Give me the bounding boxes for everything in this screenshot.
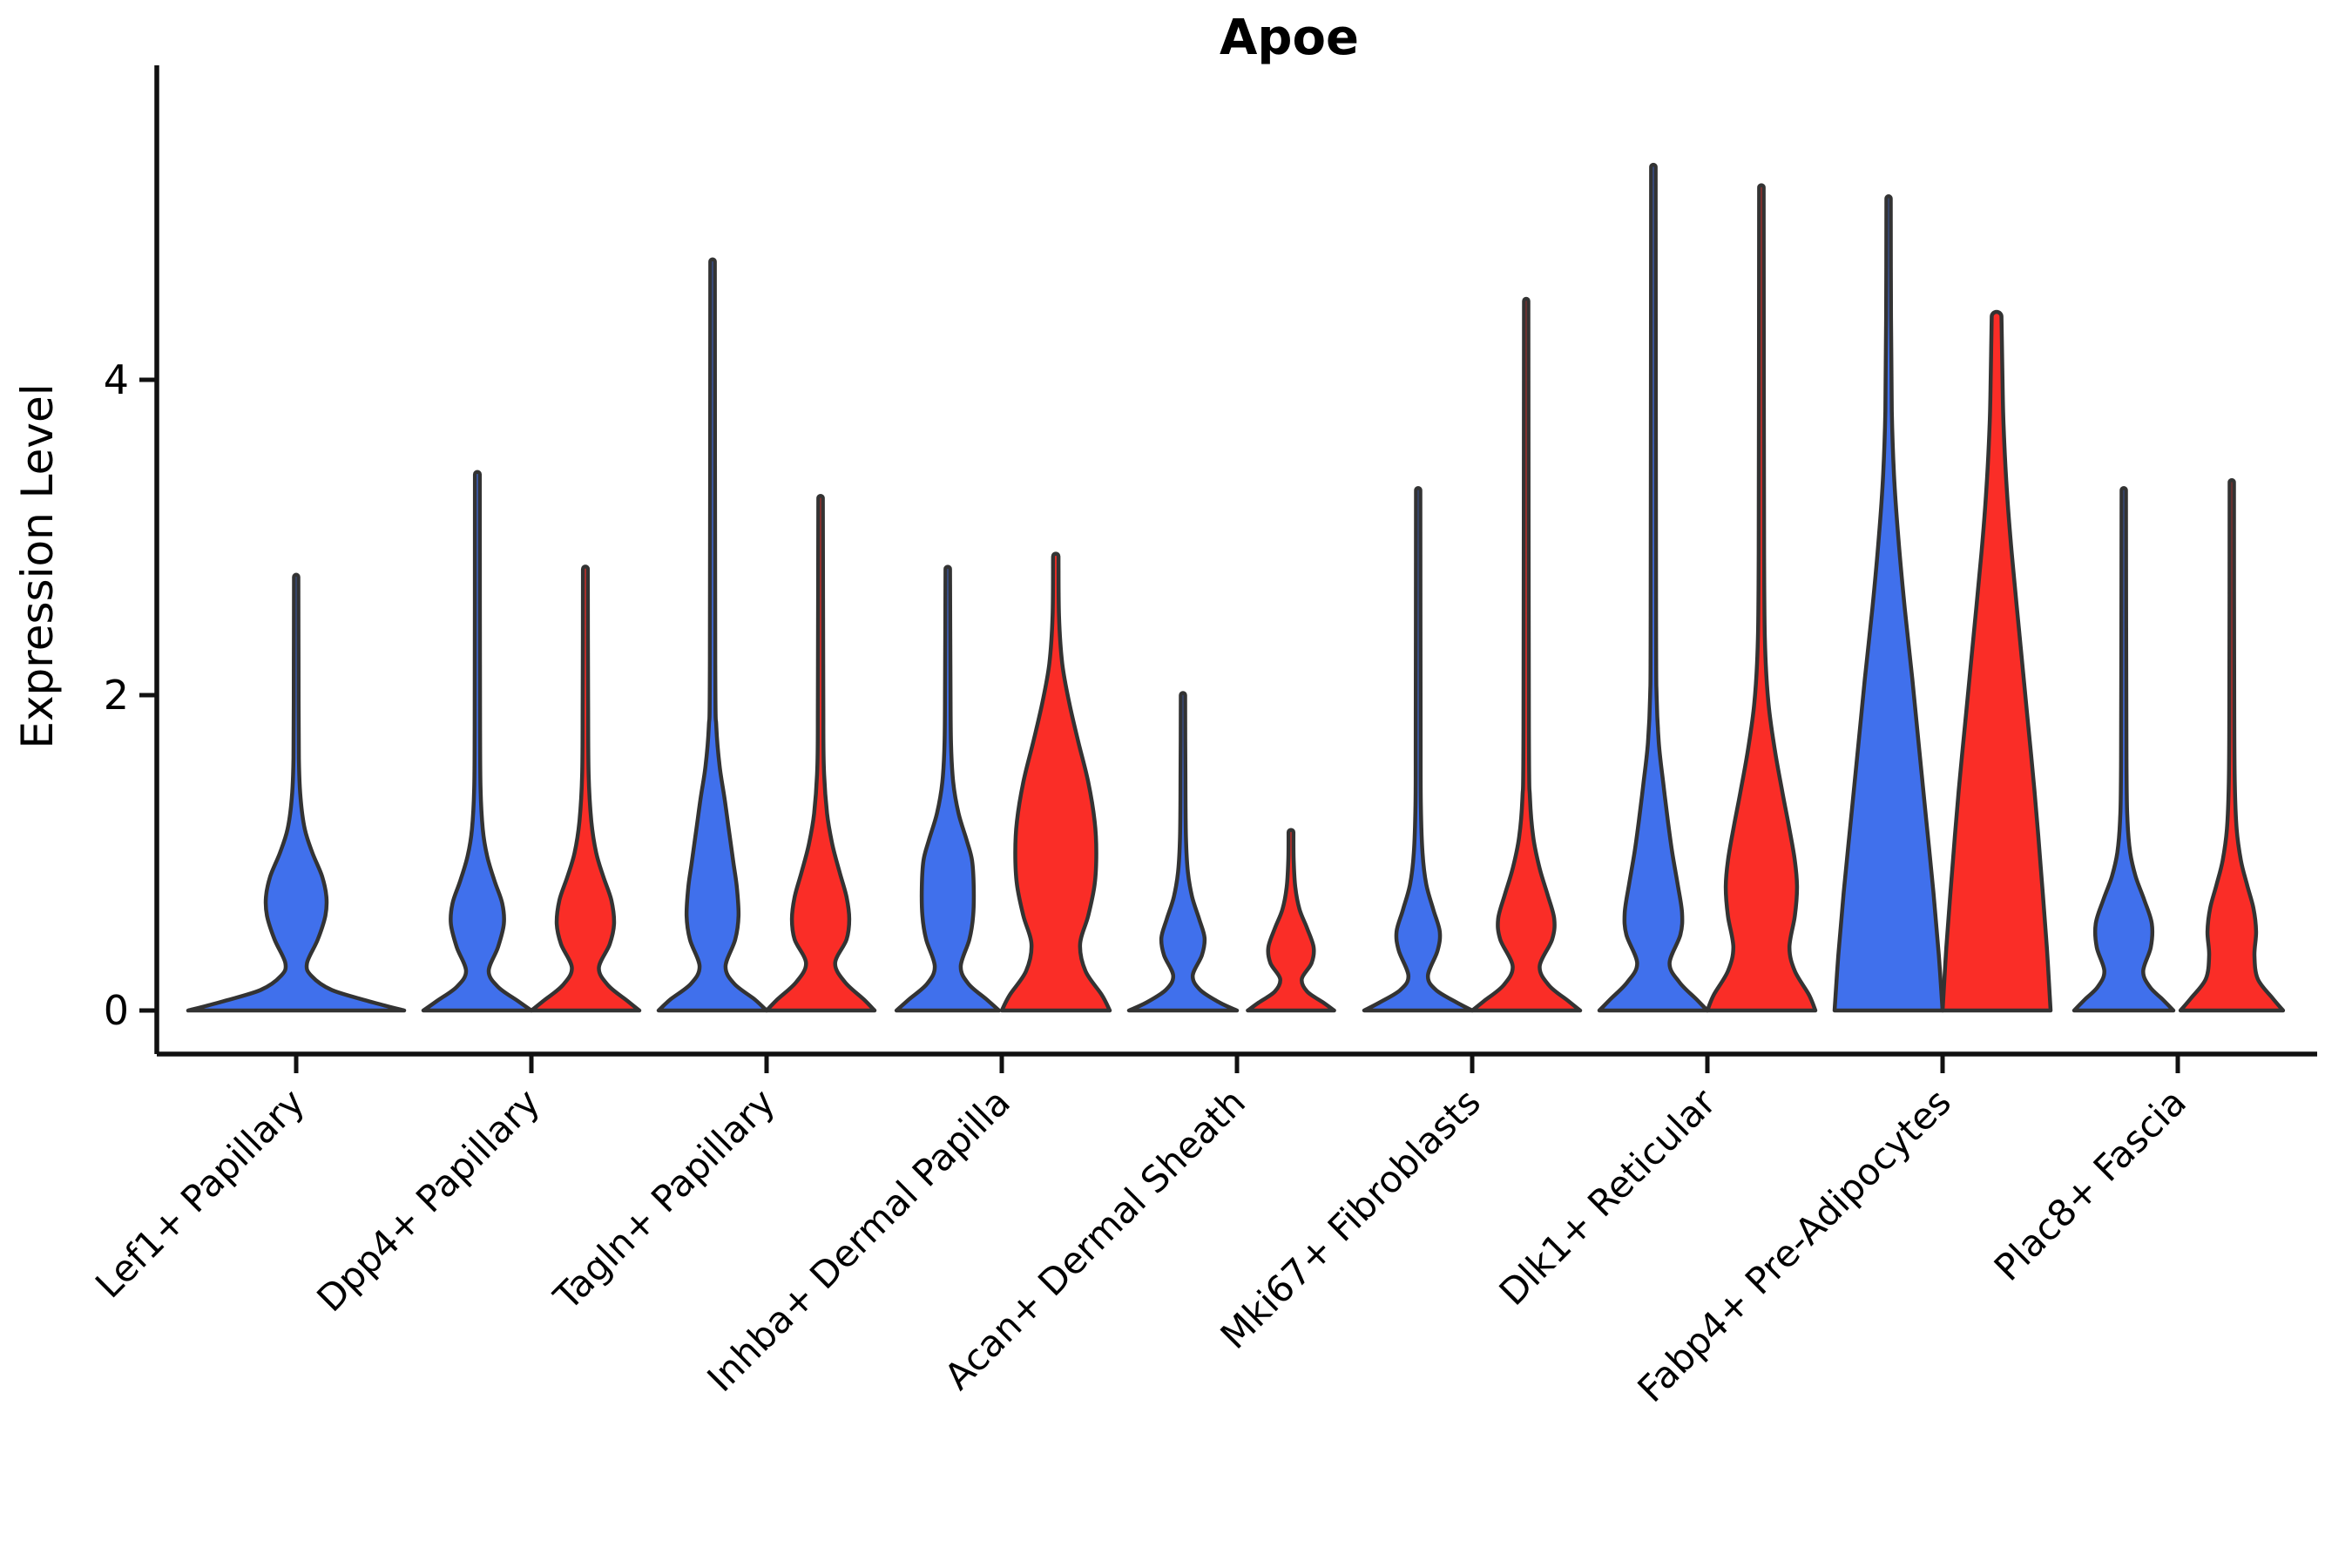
violin-3-right: [999, 551, 1112, 1013]
x-tick-label-0: Lef1+ Papillary: [87, 1080, 313, 1306]
violin-4-right: [1246, 828, 1336, 1013]
x-tick-label-6: Dlk1+ Reticular: [1491, 1080, 1725, 1314]
violin-1-right: [529, 564, 642, 1013]
y-tick-label-4: 4: [104, 356, 129, 403]
violin-8-left: [2072, 486, 2176, 1013]
violin-3-left: [894, 564, 1002, 1013]
x-tick-label-1: Dpp4+ Papillary: [308, 1080, 548, 1320]
violin-5-right: [1470, 296, 1583, 1013]
violin-6-left: [1597, 162, 1710, 1013]
violin-2-left: [656, 257, 769, 1013]
violin-5-left: [1362, 486, 1475, 1013]
y-tick-label-0: 0: [104, 987, 129, 1034]
x-tick-label-8: Plac8+ Fascia: [1986, 1080, 2194, 1288]
violin-8-right: [2178, 477, 2286, 1013]
x-tick-label-5: Mki67+ Fibroblasts: [1213, 1080, 1489, 1356]
violin-1-left: [421, 470, 534, 1013]
chart-title: Apoe: [1220, 10, 1359, 66]
violin-7-left: [1832, 194, 1945, 1013]
violin-0-center: [186, 572, 407, 1013]
x-tick-label-2: Tagln+ Papillary: [545, 1080, 783, 1318]
violin-2-right: [764, 494, 877, 1013]
y-tick-label-2: 2: [104, 672, 129, 719]
violin-6-right: [1705, 183, 1818, 1013]
violins: [186, 162, 2286, 1013]
violin-7-right: [1940, 309, 2053, 1013]
violin-4-left: [1126, 691, 1240, 1013]
y-axis-label: Expression Level: [12, 383, 63, 748]
